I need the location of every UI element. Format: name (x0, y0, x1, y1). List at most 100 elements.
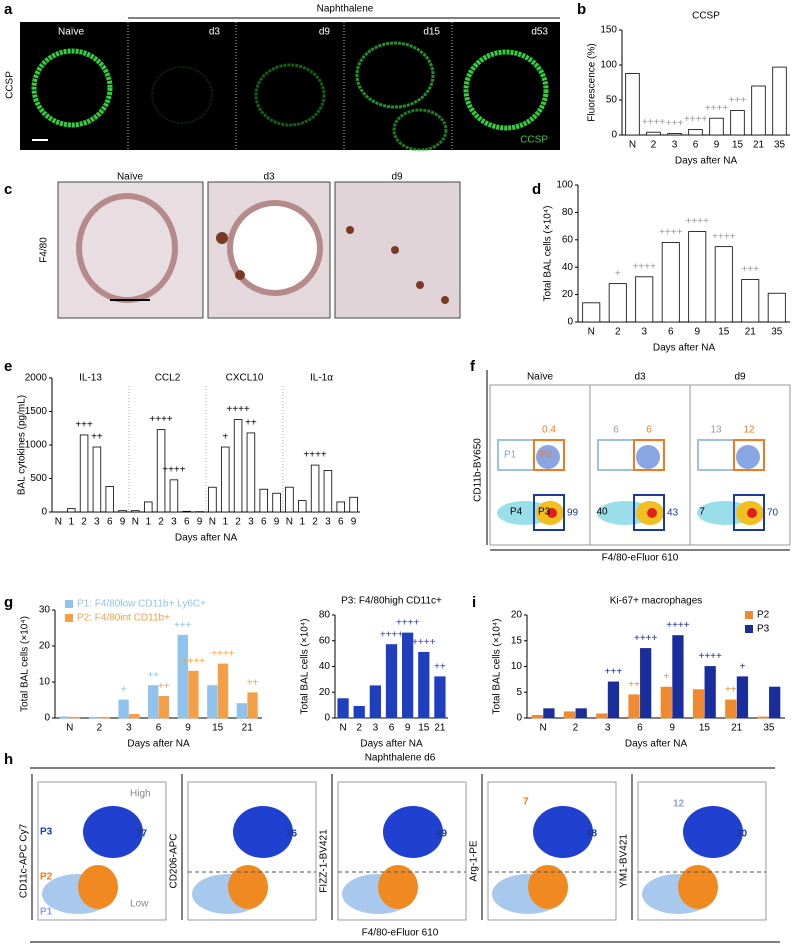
percentage: 0.4 (542, 425, 556, 436)
significance: +++ (741, 264, 759, 275)
bar (118, 510, 127, 513)
panel-letter: d (532, 181, 541, 198)
ihc-images (57, 181, 461, 319)
chart-title: P3: F4/80high CD11c+ (341, 596, 442, 607)
image-label: d9 (391, 172, 403, 183)
bar (220, 446, 230, 513)
y-axis-label: BAL cytokines (pg/mL) (17, 395, 28, 495)
x-tick-label: 15 (212, 723, 224, 734)
percentage: 12 (743, 425, 755, 436)
airway (392, 108, 448, 152)
x-tick-label: 3 (325, 517, 331, 528)
x-tick-label: 1 (145, 517, 151, 528)
image-label: d9 (319, 27, 331, 38)
y-tick-label: 0 (44, 713, 50, 724)
x-tick-label: 6 (668, 327, 674, 338)
significance: ++++ (182, 656, 206, 667)
bar (336, 501, 345, 513)
bar (207, 685, 218, 719)
legend-label: P3 (757, 624, 770, 635)
bar (188, 670, 199, 719)
significance: ++++ (659, 227, 683, 238)
airway (463, 49, 549, 131)
population (747, 508, 757, 518)
population (533, 806, 593, 858)
percentage: 76 (286, 829, 298, 840)
x-tick-label: 3 (373, 723, 379, 734)
bar (323, 470, 333, 513)
significance: + (663, 672, 669, 683)
significance: ++ (247, 677, 259, 688)
bar (769, 686, 781, 719)
flow-plots: Naïve P1 P2 P4 P3 0.4 99 d3 6 6 40 43 d9 13 12 7 70 (489, 372, 791, 546)
y-axis-label: Total BAL cells (×10⁴) (543, 206, 554, 302)
significance: + (121, 685, 127, 696)
bar (105, 486, 115, 513)
x-tick-label: 2 (97, 723, 103, 734)
gate-p2 (533, 439, 565, 471)
image-label: d3 (209, 27, 221, 38)
airways (31, 41, 549, 152)
significance: + (740, 661, 746, 672)
x-tick-label: 3 (126, 723, 132, 734)
population (678, 865, 718, 909)
axis-label: YM1-BV421 (619, 834, 630, 888)
row-label: F4/80 (39, 237, 50, 263)
legend-label: P2: F4/80int CD11b+ (77, 613, 170, 624)
bar (310, 464, 320, 513)
bar (757, 716, 769, 719)
bar (143, 501, 153, 513)
significance: +++ (174, 620, 192, 631)
panel-letter: f (470, 358, 476, 375)
x-tick-label: 9 (197, 517, 203, 528)
y-tick-label: 20 (562, 289, 574, 300)
x-tick-label: 1 (68, 517, 74, 528)
panel-letter: g (4, 594, 13, 611)
bar (608, 283, 627, 323)
y-tick-label: 40 (562, 262, 574, 273)
significance: ++++ (380, 629, 404, 640)
gate-label: P2 (540, 450, 553, 461)
gate-label: P1 (40, 907, 53, 918)
bar (88, 716, 100, 719)
x-tick-label: 6 (389, 723, 395, 734)
bar (692, 689, 705, 719)
x-tick-label: 3 (641, 327, 647, 338)
significance: +++ (605, 667, 623, 678)
x-tick-label: N (588, 327, 595, 338)
gate-p2 (633, 439, 665, 471)
airway (227, 200, 323, 296)
bar (129, 714, 140, 719)
bar (640, 648, 652, 719)
bar (767, 292, 786, 323)
bar (369, 685, 381, 719)
x-tick-label: 9 (351, 517, 357, 528)
marker-label: CCSP (520, 135, 548, 146)
airway (151, 66, 213, 124)
bar (672, 635, 684, 719)
title: Naphthalene d6 (365, 753, 436, 764)
y-axis-label: Total BAL cells (×10⁴) (300, 619, 311, 715)
y-tick-label: 0 (516, 713, 522, 724)
x-axis-label: Days after NA (653, 343, 716, 354)
bar (208, 486, 217, 513)
bar (182, 510, 191, 513)
x-tick-label: N (132, 517, 139, 528)
bar (385, 644, 398, 719)
x-tick-label: 15 (732, 140, 744, 151)
y-tick-label: 80 (319, 610, 331, 621)
gate-label: P4 (510, 507, 523, 518)
airway (31, 48, 113, 128)
significance: ++ (91, 432, 103, 443)
bar (247, 692, 258, 719)
gate-label: Low (130, 899, 149, 910)
significance: ++++ (211, 649, 235, 660)
bar (751, 85, 766, 136)
x-tick-label: 3 (672, 140, 678, 151)
x-tick-label: 15 (718, 327, 730, 338)
group-label: Naphthalene (317, 4, 374, 15)
bar (563, 711, 576, 719)
x-tick-label: N (540, 723, 547, 734)
y-tick-label: 60 (562, 234, 574, 245)
facet-title: IL-13 (79, 373, 102, 384)
